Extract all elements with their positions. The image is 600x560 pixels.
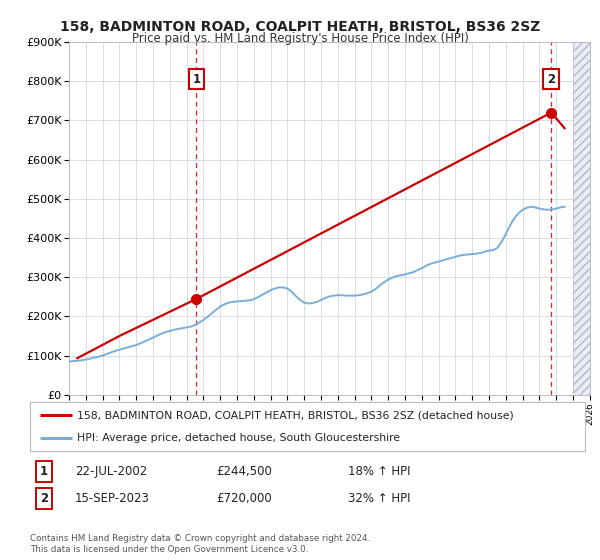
Text: 2: 2 — [547, 73, 556, 86]
Text: 15-SEP-2023: 15-SEP-2023 — [75, 492, 150, 505]
Text: Contains HM Land Registry data © Crown copyright and database right 2024.
This d: Contains HM Land Registry data © Crown c… — [30, 534, 370, 554]
Text: 22-JUL-2002: 22-JUL-2002 — [75, 465, 147, 478]
Text: 32% ↑ HPI: 32% ↑ HPI — [348, 492, 410, 505]
Text: 1: 1 — [192, 73, 200, 86]
Text: 158, BADMINTON ROAD, COALPIT HEATH, BRISTOL, BS36 2SZ (detached house): 158, BADMINTON ROAD, COALPIT HEATH, BRIS… — [77, 410, 514, 421]
Text: 1: 1 — [40, 465, 48, 478]
Text: £720,000: £720,000 — [216, 492, 272, 505]
Text: 2: 2 — [40, 492, 48, 505]
Text: Price paid vs. HM Land Registry's House Price Index (HPI): Price paid vs. HM Land Registry's House … — [131, 32, 469, 45]
Text: 158, BADMINTON ROAD, COALPIT HEATH, BRISTOL, BS36 2SZ: 158, BADMINTON ROAD, COALPIT HEATH, BRIS… — [60, 20, 540, 34]
Text: HPI: Average price, detached house, South Gloucestershire: HPI: Average price, detached house, Sout… — [77, 433, 400, 444]
Text: 18% ↑ HPI: 18% ↑ HPI — [348, 465, 410, 478]
Text: £244,500: £244,500 — [216, 465, 272, 478]
